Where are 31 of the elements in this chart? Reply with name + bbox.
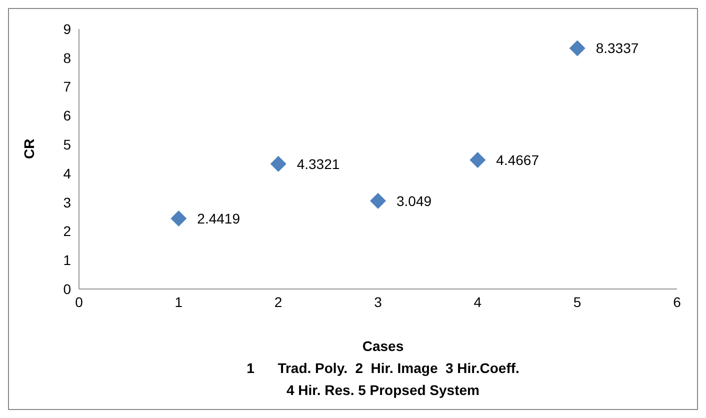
x-tick-label: 1 (174, 294, 183, 310)
y-axis-title: CR (20, 138, 37, 159)
x-tick-label: 6 (673, 294, 682, 310)
x-tick-label: 2 (274, 294, 282, 310)
text: 1 Trad. Poly. 2 Hir. Image 3 Hir.Coeff. (246, 359, 520, 378)
data-label: 2.4419 (197, 210, 240, 226)
x-tick-label: 0 (75, 294, 84, 310)
text: 4 Hir. Res. 5 Propsed System (286, 381, 480, 400)
y-tick-label: 8 (63, 50, 72, 66)
data-label: 4.3321 (296, 156, 340, 172)
point (370, 192, 386, 209)
x-tick-label: 5 (573, 294, 582, 310)
x-axis-title: Cases (361, 337, 405, 356)
y-tick-label: 7 (63, 78, 72, 95)
y-tick-label: 5 (63, 136, 72, 153)
y-tick-label: 1 (63, 252, 72, 268)
point (170, 210, 187, 226)
y-tick-label: 2 (63, 223, 72, 240)
point (470, 152, 486, 168)
x-tick-label: 3 (374, 294, 382, 310)
y-tick-label: 4 (63, 165, 72, 182)
y-tick-label: 0 (63, 280, 72, 297)
y-tick-label: 6 (63, 108, 72, 124)
point (569, 40, 586, 56)
y-tick-label: 3 (63, 194, 72, 210)
x-tick-label: 4 (474, 294, 482, 310)
point (270, 156, 286, 172)
data-label: 3.049 (396, 192, 432, 209)
data-label: 4.4667 (496, 152, 540, 168)
y-tick-label: 9 (63, 20, 72, 37)
data-label: 8.3337 (596, 40, 639, 56)
